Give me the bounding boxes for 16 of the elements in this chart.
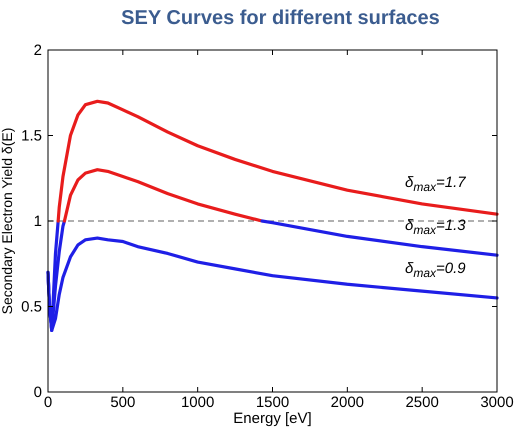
- x-tick-label: 3000: [480, 394, 514, 411]
- y-tick-label: 1: [34, 213, 42, 230]
- x-tick-label: 1500: [256, 394, 290, 411]
- x-axis-title: Energy [eV]: [233, 410, 312, 427]
- annotation: δ$_{max}$=1.7: [405, 174, 466, 194]
- y-tick-label: 1.5: [21, 128, 42, 144]
- y-tick-label: 2: [34, 42, 42, 59]
- y-tick-label: 0.5: [21, 298, 42, 316]
- y-axis-title: Secondary Electron Yield δ(E): [0, 128, 15, 314]
- x-tick-label: 1000: [180, 394, 214, 411]
- x-tick-label: 2000: [330, 394, 364, 411]
- chart-title: SEY Curves for different surfaces: [121, 7, 440, 29]
- x-tick-label: 2500: [405, 394, 439, 411]
- annotation: δ$_{max}$=0.9: [405, 260, 466, 280]
- x-tick-label: 500: [110, 394, 136, 411]
- annotation: δ$_{max}$=1.3: [405, 217, 466, 237]
